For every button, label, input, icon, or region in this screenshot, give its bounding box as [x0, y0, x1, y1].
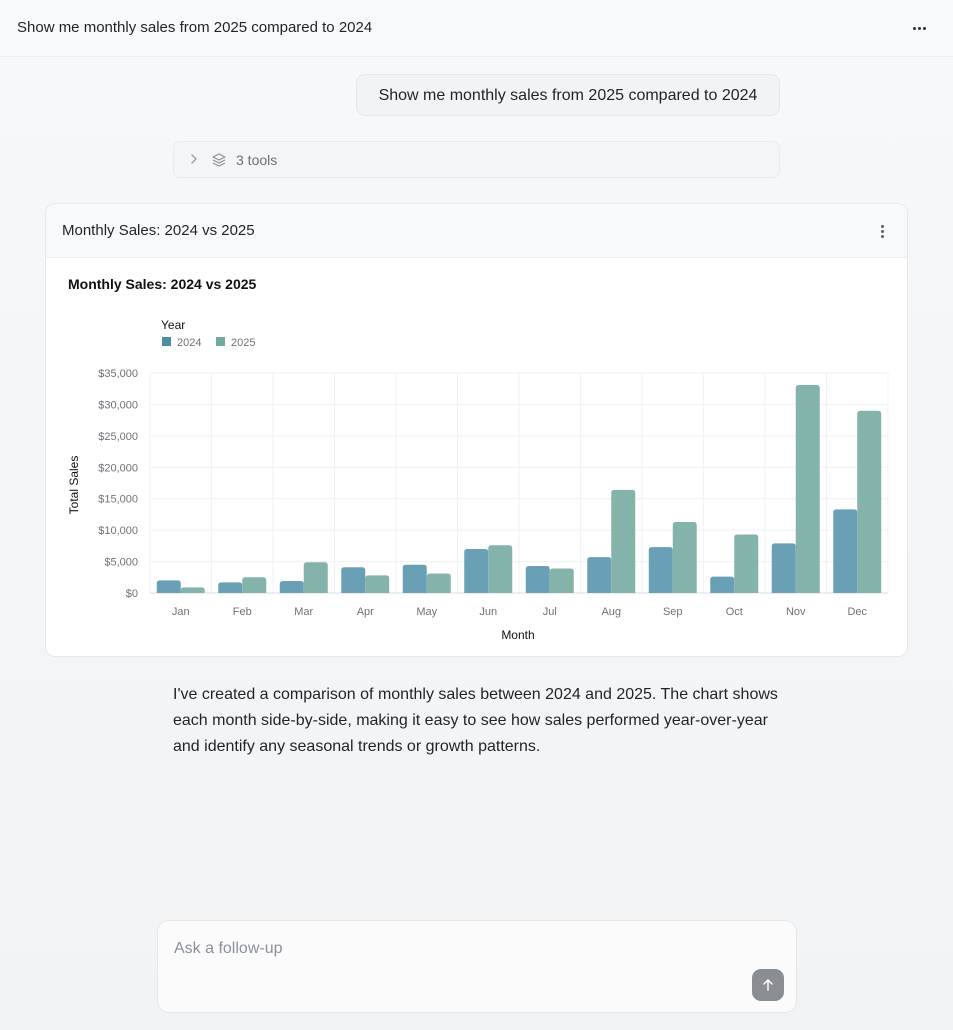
bar-2025-jun [488, 545, 513, 593]
legend-label: 2024 [177, 337, 201, 349]
y-tick-label: $20,000 [98, 462, 138, 474]
x-tick-label: May [416, 606, 437, 618]
send-button[interactable] [752, 969, 784, 1001]
bar-2024-may [402, 564, 427, 593]
arrow-up-icon [763, 979, 773, 991]
bar-2025-sep [672, 521, 697, 593]
legend: 2024 2025 [162, 337, 255, 349]
assistant-reply: I've created a comparison of monthly sal… [173, 686, 778, 755]
x-tick-label: Mar [294, 606, 313, 618]
bar-2025-jan [180, 587, 205, 593]
x-tick-label: Sep [663, 606, 683, 618]
x-tick-label: Nov [786, 606, 806, 618]
more-options-button[interactable] [905, 15, 935, 41]
bars [156, 384, 882, 593]
y-tick-label: $10,000 [98, 525, 138, 537]
tools-disclosure[interactable]: 3 tools [173, 141, 780, 178]
x-tick-label: Jun [479, 606, 497, 618]
bar-2024-jan [156, 580, 181, 593]
bar-2025-mar [303, 562, 328, 593]
user-message: Show me monthly sales from 2025 compared… [356, 74, 780, 116]
bar-2024-apr [341, 567, 366, 593]
follow-up-composer [157, 920, 797, 1013]
chart-grid [149, 372, 889, 594]
chart-title: Monthly Sales: 2024 vs 2025 [68, 276, 257, 292]
y-tick-label: $30,000 [98, 399, 138, 411]
x-axis-ticks: Jan Feb Mar Apr May Jun Jul Aug Sep Oct Nov Dec [172, 606, 868, 618]
y-axis-title: Total Sales [67, 456, 81, 515]
bar-2025-nov [795, 384, 820, 593]
chevron-right-icon [191, 154, 197, 164]
x-tick-label: Jul [543, 606, 557, 618]
bar-2024-aug [587, 557, 612, 593]
y-tick-label: $0 [126, 588, 138, 600]
bar-2024-jun [464, 549, 489, 593]
x-tick-label: Feb [233, 606, 252, 618]
bar-2024-mar [279, 581, 304, 593]
bar-2025-may [426, 573, 451, 593]
y-tick-label: $15,000 [98, 494, 138, 506]
chart-card: Monthly Sales: 2024 vs 2025 Monthly Sale… [45, 203, 908, 657]
chart-card-title: Monthly Sales: 2024 vs 2025 [62, 222, 255, 239]
legend-swatch [162, 337, 171, 346]
y-tick-label: $35,000 [98, 368, 138, 380]
legend-title: Year [161, 318, 185, 332]
x-tick-label: Dec [847, 606, 867, 618]
top-bar: Show me monthly sales from 2025 compared… [0, 0, 953, 57]
conversation-title: Show me monthly sales from 2025 compared… [17, 19, 373, 36]
bar-2025-oct [734, 534, 759, 593]
tools-label: 3 tools [236, 152, 278, 168]
bar-2024-oct [710, 576, 735, 593]
layers-icon [212, 153, 226, 167]
bar-2024-nov [771, 543, 796, 593]
bar-2025-dec [857, 410, 882, 593]
bar-2025-feb [242, 577, 267, 593]
bar-2024-jul [525, 565, 550, 593]
legend-swatch [216, 337, 225, 346]
y-axis-ticks: $0 $5,000 $10,000 $15,000 $20,000 $25,000 $30,… [98, 368, 138, 600]
bar-2024-sep [648, 547, 673, 593]
bar-2025-aug [611, 489, 636, 593]
bar-2024-dec [833, 509, 858, 593]
x-axis-title: Month [501, 628, 534, 642]
ellipsis-vertical-icon [881, 225, 884, 228]
follow-up-input[interactable] [174, 937, 734, 961]
chart-card-menu-button[interactable] [877, 221, 887, 241]
x-tick-label: Aug [601, 606, 621, 618]
y-tick-label: $5,000 [104, 557, 138, 569]
bar-2025-jul [549, 568, 574, 593]
legend-label: 2025 [231, 337, 255, 349]
x-tick-label: Oct [726, 606, 743, 618]
x-tick-label: Jan [172, 606, 190, 618]
y-tick-label: $25,000 [98, 431, 138, 443]
bar-2024-feb [218, 582, 243, 593]
chart-card-header: Monthly Sales: 2024 vs 2025 [46, 204, 907, 258]
bar-2025-apr [365, 575, 390, 593]
sales-bar-chart: Monthly Sales: 2024 vs 2025 Year 2024 202… [67, 276, 889, 642]
x-tick-label: Apr [357, 606, 374, 618]
